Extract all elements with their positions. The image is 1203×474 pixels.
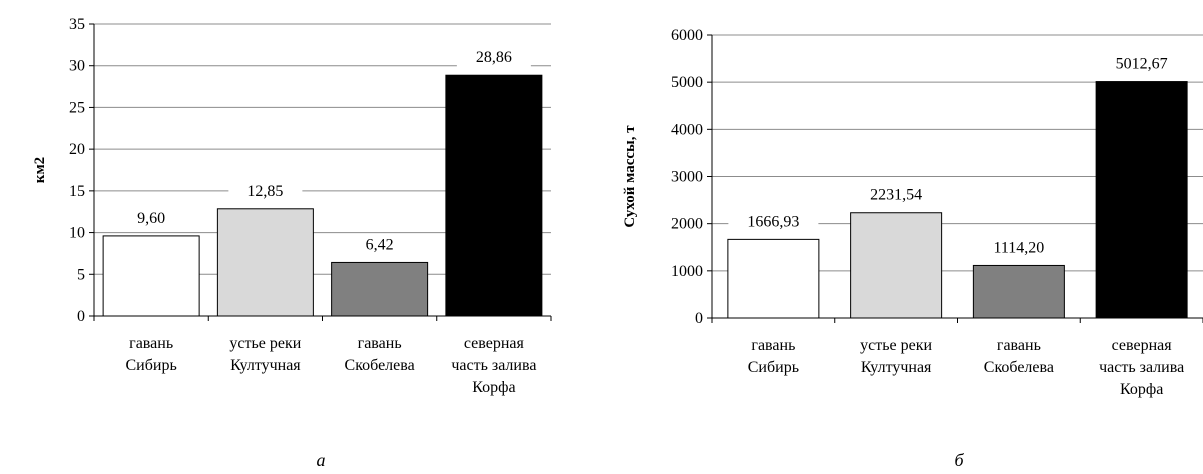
panel-2-data-label: 2231,54 [870,187,922,204]
panel-2-data-label-bg [851,184,942,205]
panel-1-category-label: северная [464,335,525,352]
panel-1-category-label: Корфа [472,379,515,396]
panel-2-data-label-bg [1096,53,1187,74]
panel-2-ytick-label: 5000 [671,74,703,91]
panel-1-bar [216,208,314,317]
panel-1-category-label: Скобелева [345,357,415,374]
panel-2-ytick-label: 2000 [671,216,703,233]
panel-2-bar [727,238,820,319]
panel-2-category-label: Корфа [1120,381,1163,398]
panel-2-category-label: Скобелева [984,359,1054,376]
panel-2-category-label: Култучная [861,359,932,376]
panel-2-category-label: часть залива [1099,359,1184,376]
panel-1-category-label: Култучная [230,357,301,374]
panel-1-ytick-label: 20 [69,141,85,158]
panel-1-data-label-bg [117,207,186,228]
panel-2-bar [850,212,943,319]
panel-2-data-label: 1666,93 [747,213,799,230]
panel-1-data-label: 28,86 [476,49,512,66]
panel-1-category-label: часть залива [451,357,536,374]
panel-1-ytick-label: 25 [69,99,85,116]
panel-1-data-label: 12,85 [247,183,283,200]
panel-1-category-label: гавань [129,335,173,352]
panel-1-panel-label: а [317,450,326,470]
panel-2-category-label: гавань [751,337,795,354]
panel-2-data-label-bg [973,237,1064,258]
panel-1-data-label-bg [349,234,410,255]
panel-1-ytick-label: 5 [77,266,85,283]
panel-1-y-axis-title: км2 [32,157,48,183]
panel-2-ytick-label: 4000 [671,121,703,138]
panel-2-data-label-bg [728,211,819,232]
panel-2-data-label: 1114,20 [993,239,1044,256]
panel-1-bar [331,261,429,317]
panel-1-data-label: 6,42 [366,236,394,253]
panel-1-data-label-bg [456,47,531,68]
panel-1-category-label: Сибирь [126,357,177,374]
panel-2-category-label: гавань [997,337,1041,354]
panel-1-data-label: 9,60 [137,210,165,227]
panel-1-ytick-label: 35 [69,16,85,33]
panel-2-ytick-label: 0 [695,310,703,327]
panel-2-category-label: Сибирь [748,359,799,376]
panel-2-ytick-label: 6000 [671,27,703,44]
panel-2-category-label: устье реки [860,337,932,354]
panel-1-bar [445,74,543,317]
panel-2-category-label: северная [1112,337,1173,354]
panel-1-ytick-label: 10 [69,225,85,242]
panel-1-bar [102,235,200,317]
panel-2-panel-label: б [954,450,964,470]
panel-1-category-label: гавань [358,335,402,352]
panel-2-ytick-label: 3000 [671,169,703,186]
panel-1-data-label-bg [228,180,303,201]
panel-1-ytick-label: 0 [77,308,85,325]
panel-2-y-axis-title: Сухой массы, т [622,125,638,228]
panel-2-data-label: 5012,67 [1116,56,1168,73]
panel-1-category-label: устье реки [229,335,301,352]
panel-2-ytick-label: 1000 [671,263,703,280]
panel-1-ytick-label: 30 [69,58,85,75]
panel-2-bar [972,264,1065,319]
panel-2-bar [1095,81,1188,319]
panel-1-ytick-label: 15 [69,183,85,200]
